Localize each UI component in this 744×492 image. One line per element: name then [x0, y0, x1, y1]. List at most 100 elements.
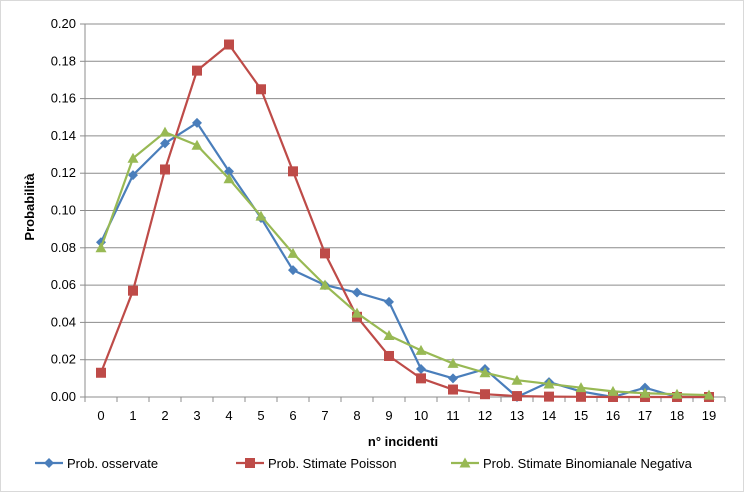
x-tick-label: 16 [606, 408, 620, 423]
series-line [99, 43, 709, 399]
data-point [671, 388, 683, 399]
legend-marker [44, 458, 54, 468]
data-point [288, 265, 298, 276]
data-point [351, 307, 363, 318]
x-tick-label: 17 [638, 408, 652, 423]
x-tick-label: 11 [446, 408, 460, 423]
data-point [447, 357, 459, 368]
legend-label: Prob. Stimate Binomianale Negativa [483, 456, 693, 471]
data-point [384, 296, 394, 307]
x-tick-label: 12 [478, 408, 492, 423]
data-point [415, 344, 427, 355]
y-tick-label: 0.08 [51, 240, 76, 255]
x-tick-label: 8 [353, 408, 360, 423]
x-tick-label: 9 [385, 408, 392, 423]
data-point [128, 285, 138, 296]
data-point [575, 382, 587, 393]
x-tick-label: 6 [289, 408, 296, 423]
y-axis-title: Probabilità [22, 173, 37, 241]
y-tick-label: 0.16 [51, 91, 76, 106]
x-tick-label: 13 [510, 408, 524, 423]
data-point [416, 364, 426, 375]
legend-marker [245, 458, 255, 468]
y-tick-label: 0.10 [51, 203, 76, 218]
data-point [256, 84, 266, 95]
x-tick-label: 10 [414, 408, 428, 423]
x-tick-label: 5 [257, 408, 264, 423]
data-point [448, 384, 458, 395]
data-point [160, 138, 170, 149]
series-line [99, 131, 710, 397]
y-tick-label: 0.04 [51, 314, 76, 329]
x-tick-label: 2 [161, 408, 168, 423]
x-tick-label: 1 [129, 408, 136, 423]
gridlines [85, 23, 725, 361]
data-point [223, 173, 235, 184]
data-point [319, 279, 331, 290]
data-point [159, 126, 171, 137]
data-point [640, 382, 650, 393]
data-point [639, 387, 651, 398]
data-point [96, 367, 106, 378]
data-point [255, 210, 267, 221]
x-tick-label: 15 [574, 408, 588, 423]
data-point [383, 329, 395, 340]
legend-label: Prob. osservate [67, 456, 158, 471]
legend-item: Prob. Stimate Poisson [236, 456, 397, 471]
data-point [703, 389, 715, 400]
data-point [384, 350, 394, 361]
data-point [479, 367, 491, 378]
x-tick-label: 18 [670, 408, 684, 423]
legend-item: Prob. Stimate Binomianale Negativa [451, 456, 693, 471]
x-axis-title: n° incidenti [368, 434, 438, 449]
series-2 [96, 39, 714, 402]
data-point [95, 242, 107, 253]
y-tick-label: 0.20 [51, 16, 76, 31]
y-tick-label: 0.02 [51, 352, 76, 367]
data-point [607, 385, 619, 396]
data-point [480, 389, 490, 400]
data-point [608, 392, 618, 402]
series-3 [95, 126, 715, 400]
legend-item: Prob. osservate [35, 456, 158, 471]
data-point [448, 373, 458, 384]
data-point [287, 247, 299, 258]
data-point [511, 374, 523, 385]
x-tick-label: 19 [702, 408, 716, 423]
y-tick-labels: 0.00 0.02 0.04 0.06 0.08 0.10 0.12 0.14 0.16 0.18… [51, 16, 85, 404]
data-point [191, 139, 203, 150]
x-tick-label: 14 [542, 408, 556, 423]
legend-label: Prob. Stimate Poisson [268, 456, 397, 471]
data-point [224, 166, 234, 177]
data-point [288, 166, 298, 177]
y-tick-label: 0.14 [51, 128, 76, 143]
data-point [224, 39, 234, 50]
series-group [95, 39, 715, 402]
data-point [160, 164, 170, 175]
x-tick-label: 7 [321, 408, 328, 423]
x-tick-label: 4 [225, 408, 232, 423]
series-line [100, 121, 709, 399]
y-tick-label: 0.18 [51, 53, 76, 68]
y-tick-label: 0.06 [51, 277, 76, 292]
data-point [320, 248, 330, 259]
x-tick-label: 3 [193, 408, 200, 423]
legend: Prob. osservate Prob. Stimate Poisson Prob… [35, 456, 693, 471]
x-tick-labels: 0 1 2 3 4 5 6 7 8 9 10 11 12 13 14 15 16 17 18 19 [84, 397, 726, 423]
data-point [128, 170, 138, 181]
legend-marker [459, 457, 471, 468]
data-point [512, 391, 522, 402]
data-point [543, 378, 555, 389]
data-point [352, 287, 362, 298]
data-point [416, 373, 426, 384]
data-point [192, 65, 202, 76]
data-point [544, 391, 554, 402]
data-point [576, 391, 586, 402]
y-tick-label: 0.12 [51, 165, 76, 180]
y-tick-label: 0.00 [51, 389, 76, 404]
data-point [192, 117, 202, 128]
x-tick-label: 0 [97, 408, 104, 423]
data-point [127, 152, 139, 163]
